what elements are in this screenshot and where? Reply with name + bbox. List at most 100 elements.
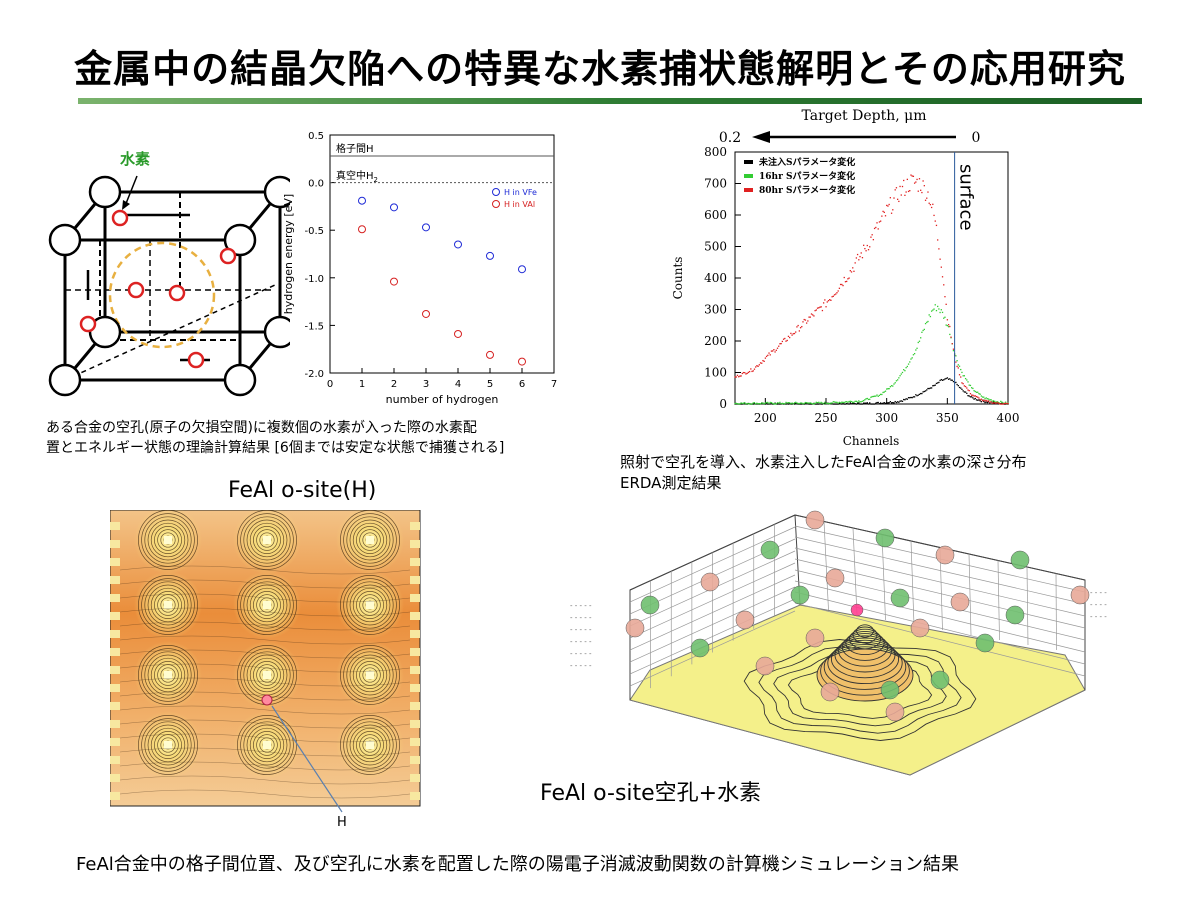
erda-data-point [831,403,833,405]
contour-ring [346,516,394,564]
contour-ring [249,587,285,623]
erda-data-point [939,311,941,314]
erda-data-point [980,395,983,397]
contour-ring [356,591,384,619]
erda-depth-tick-1: 0 [972,130,981,146]
erda-data-point [866,402,868,404]
erda-data-point [888,388,890,390]
erda-data-point [833,294,836,296]
wall-grid-line [823,521,829,611]
erda-data-point [844,401,847,403]
wall-grid-line [794,602,1086,677]
erda-data-point [740,403,742,405]
erda-data-point [986,400,989,402]
contour-ring [240,718,294,772]
ground-contour [758,646,962,734]
erda-data-point [818,307,820,309]
erda-data-point [810,403,813,405]
erda-data-point [804,403,807,405]
erda-data-point [753,368,756,370]
erda-data-point [807,320,809,322]
erda-data-point [934,304,936,306]
erda-data-point [750,403,752,405]
erda-data-point [878,394,881,397]
erda-data-point [781,402,784,405]
erda-data-point [750,368,752,370]
peak-contour [823,644,907,690]
erda-data-point [831,296,833,298]
erda-data-point [741,372,743,375]
erda-data-point [791,334,793,336]
energy-xtick-label: 1 [359,379,365,390]
erda-data-point [859,401,861,403]
erda-data-point [846,402,848,405]
erda-data-point [796,402,798,404]
erda-data-point [802,321,804,323]
energy-legend-marker [492,188,500,196]
erda-data-point [763,360,765,363]
contour-ring [147,654,189,696]
contour-node-center [263,601,271,609]
erda-data-point [979,399,981,401]
erda-data-point [877,228,879,230]
erda-data-point [852,401,854,403]
erda-data-point [784,403,786,405]
erda-data-point [846,401,848,403]
erda-data-point [873,395,876,397]
erda-data-point [947,324,950,326]
erda-data-point [787,402,790,404]
erda-data-point [926,389,928,391]
erda-data-point [865,250,867,252]
erda-data-point [961,388,963,390]
erda-data-point [740,402,742,404]
erda-data-point [928,202,930,204]
atom-sphere [700,572,720,592]
contour-ring [259,597,275,613]
erda-data-point [980,398,983,400]
svg-text:- - - -: - - - - [1090,613,1107,621]
erda-data-point [913,396,916,398]
svg-text:- - - - -: - - - - - [570,662,592,670]
wall-grid-line [852,527,858,616]
erda-data-point [996,401,998,404]
erda-data-point [974,390,976,393]
erda-data-point [752,402,754,404]
erda-data-point [831,402,833,404]
erda-data-point [878,221,881,223]
erda-data-point [816,307,819,309]
contour-ring [150,657,186,693]
erda-data-point [882,402,884,404]
erda-ytick-label: 600 [704,208,727,222]
erda-data-point [957,384,959,387]
contour-ring [352,657,388,693]
contour-edge-cell [410,558,420,566]
erda-data-point [992,400,995,402]
erda-data-point [926,321,928,324]
svg-text:- - - - -: - - - - - [570,650,592,658]
erda-data-point [895,380,898,382]
erda-data-point [738,403,740,405]
erda-data-point [985,401,987,403]
contour-ring [237,510,297,570]
erda-data-point [827,300,830,302]
erda-data-point [755,366,757,368]
erda-data-point [739,403,741,405]
erda-data-point [772,402,774,405]
atom-sphere [805,510,825,530]
erda-data-point [918,393,921,396]
contour-ring [346,651,394,699]
erda-data-point [784,337,786,340]
erda-data-point [865,398,867,400]
erda-data-point [797,402,799,405]
erda-data-point [984,400,986,402]
erda-data-point [951,343,953,345]
contour-edge-cell [110,774,120,782]
erda-data-point [979,400,981,402]
erda-data-point [741,402,743,405]
erda-data-point [899,185,901,188]
erda-data-point [900,194,902,196]
contour-ring [362,667,378,683]
erda-data-point [895,187,898,189]
erda-data-point [835,401,837,403]
contour-ring [362,597,378,613]
